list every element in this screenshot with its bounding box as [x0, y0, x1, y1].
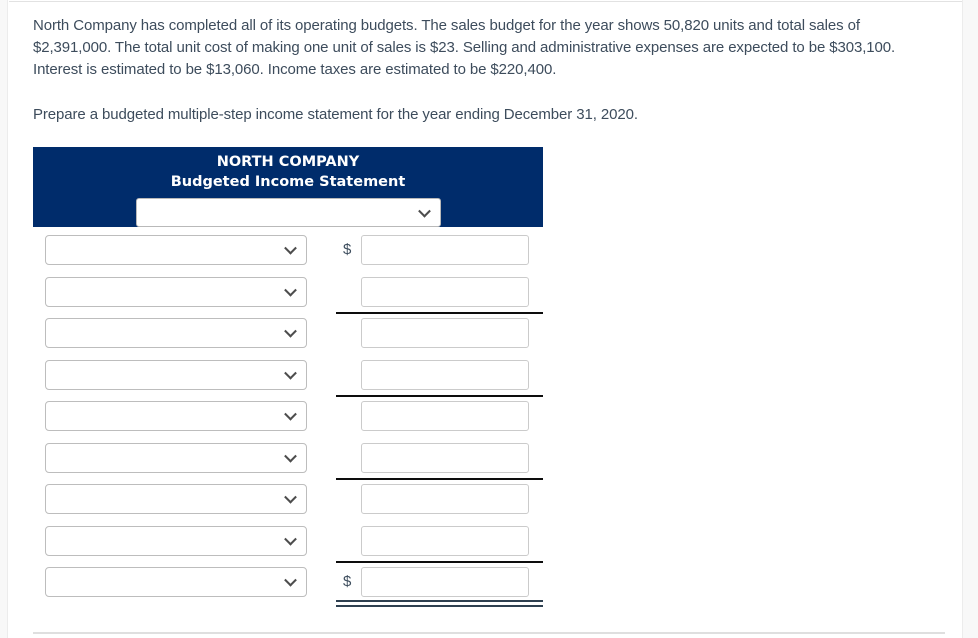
- subtotal-rule: [336, 560, 543, 563]
- amount-cell: $: [336, 235, 543, 265]
- company-name: NORTH COMPANY: [216, 154, 360, 170]
- problem-text: North Company has completed all of its o…: [33, 15, 945, 81]
- account-select[interactable]: [45, 525, 307, 556]
- dollar-sign: $: [343, 573, 352, 591]
- account-select-wrap: [45, 484, 307, 514]
- account-select-wrap: [45, 318, 307, 348]
- statement-row: [33, 401, 543, 431]
- account-select-wrap: [45, 235, 307, 265]
- account-select[interactable]: [45, 442, 307, 473]
- account-select[interactable]: [45, 401, 307, 431]
- amount-cell: [336, 401, 543, 431]
- subtotal-rule: [336, 477, 543, 480]
- amount-input[interactable]: [361, 235, 529, 265]
- amount-cell: [336, 318, 543, 348]
- account-select[interactable]: [45, 276, 307, 307]
- amount-input[interactable]: [361, 525, 529, 556]
- account-select-wrap: [45, 401, 307, 431]
- statement-title: Budgeted Income Statement: [170, 174, 406, 190]
- account-select-wrap: [45, 442, 307, 473]
- account-select[interactable]: [45, 484, 307, 514]
- account-select[interactable]: [45, 567, 307, 597]
- right-gutter: [962, 0, 978, 638]
- amount-input[interactable]: [361, 442, 529, 473]
- instruction-text: Prepare a budgeted multiple-step income …: [33, 106, 638, 123]
- amount-cell: [336, 525, 543, 563]
- account-select-wrap: [45, 567, 307, 597]
- income-statement-table: NORTH COMPANY Budgeted Income Statement …: [33, 147, 543, 607]
- account-select[interactable]: [45, 318, 307, 348]
- amount-cell: [336, 359, 543, 397]
- problem-panel: North Company has completed all of its o…: [33, 15, 945, 609]
- problem-text-line: Interest is estimated to be $13,060. Inc…: [33, 61, 557, 78]
- subtotal-rule: [336, 394, 543, 397]
- statement-header: NORTH COMPANY Budgeted Income Statement: [33, 147, 543, 227]
- amount-cell: $: [336, 567, 543, 607]
- statement-row: $: [33, 567, 543, 607]
- statement-row: [33, 318, 543, 348]
- amount-cell: [336, 442, 543, 480]
- amount-input[interactable]: [361, 567, 529, 597]
- amount-input[interactable]: [361, 484, 529, 514]
- amount-input[interactable]: [361, 318, 529, 348]
- account-select-wrap: [45, 525, 307, 556]
- account-select[interactable]: [45, 235, 307, 265]
- problem-text-line: North Company has completed all of its o…: [33, 17, 860, 34]
- period-select[interactable]: [135, 198, 441, 227]
- statement-row: [33, 525, 543, 563]
- double-total-rule: [336, 600, 543, 607]
- statement-row: $: [33, 235, 543, 265]
- statement-rows: $: [33, 235, 543, 607]
- subtotal-rule: [336, 311, 543, 314]
- amount-cell: [336, 276, 543, 314]
- statement-row: [33, 442, 543, 480]
- account-select-wrap: [45, 276, 307, 307]
- account-select-wrap: [45, 359, 307, 390]
- statement-row: [33, 276, 543, 314]
- amount-cell: [336, 484, 543, 514]
- bottom-divider: [33, 632, 945, 634]
- left-gutter: [0, 0, 8, 638]
- top-divider: [9, 1, 962, 2]
- period-select-wrap: [135, 198, 441, 227]
- amount-input[interactable]: [361, 401, 529, 431]
- problem-text-line: $2,391,000. The total unit cost of makin…: [33, 39, 896, 56]
- amount-input[interactable]: [361, 276, 529, 307]
- statement-row: [33, 484, 543, 514]
- amount-input[interactable]: [361, 359, 529, 390]
- account-select[interactable]: [45, 359, 307, 390]
- dollar-sign: $: [343, 241, 352, 259]
- statement-row: [33, 359, 543, 397]
